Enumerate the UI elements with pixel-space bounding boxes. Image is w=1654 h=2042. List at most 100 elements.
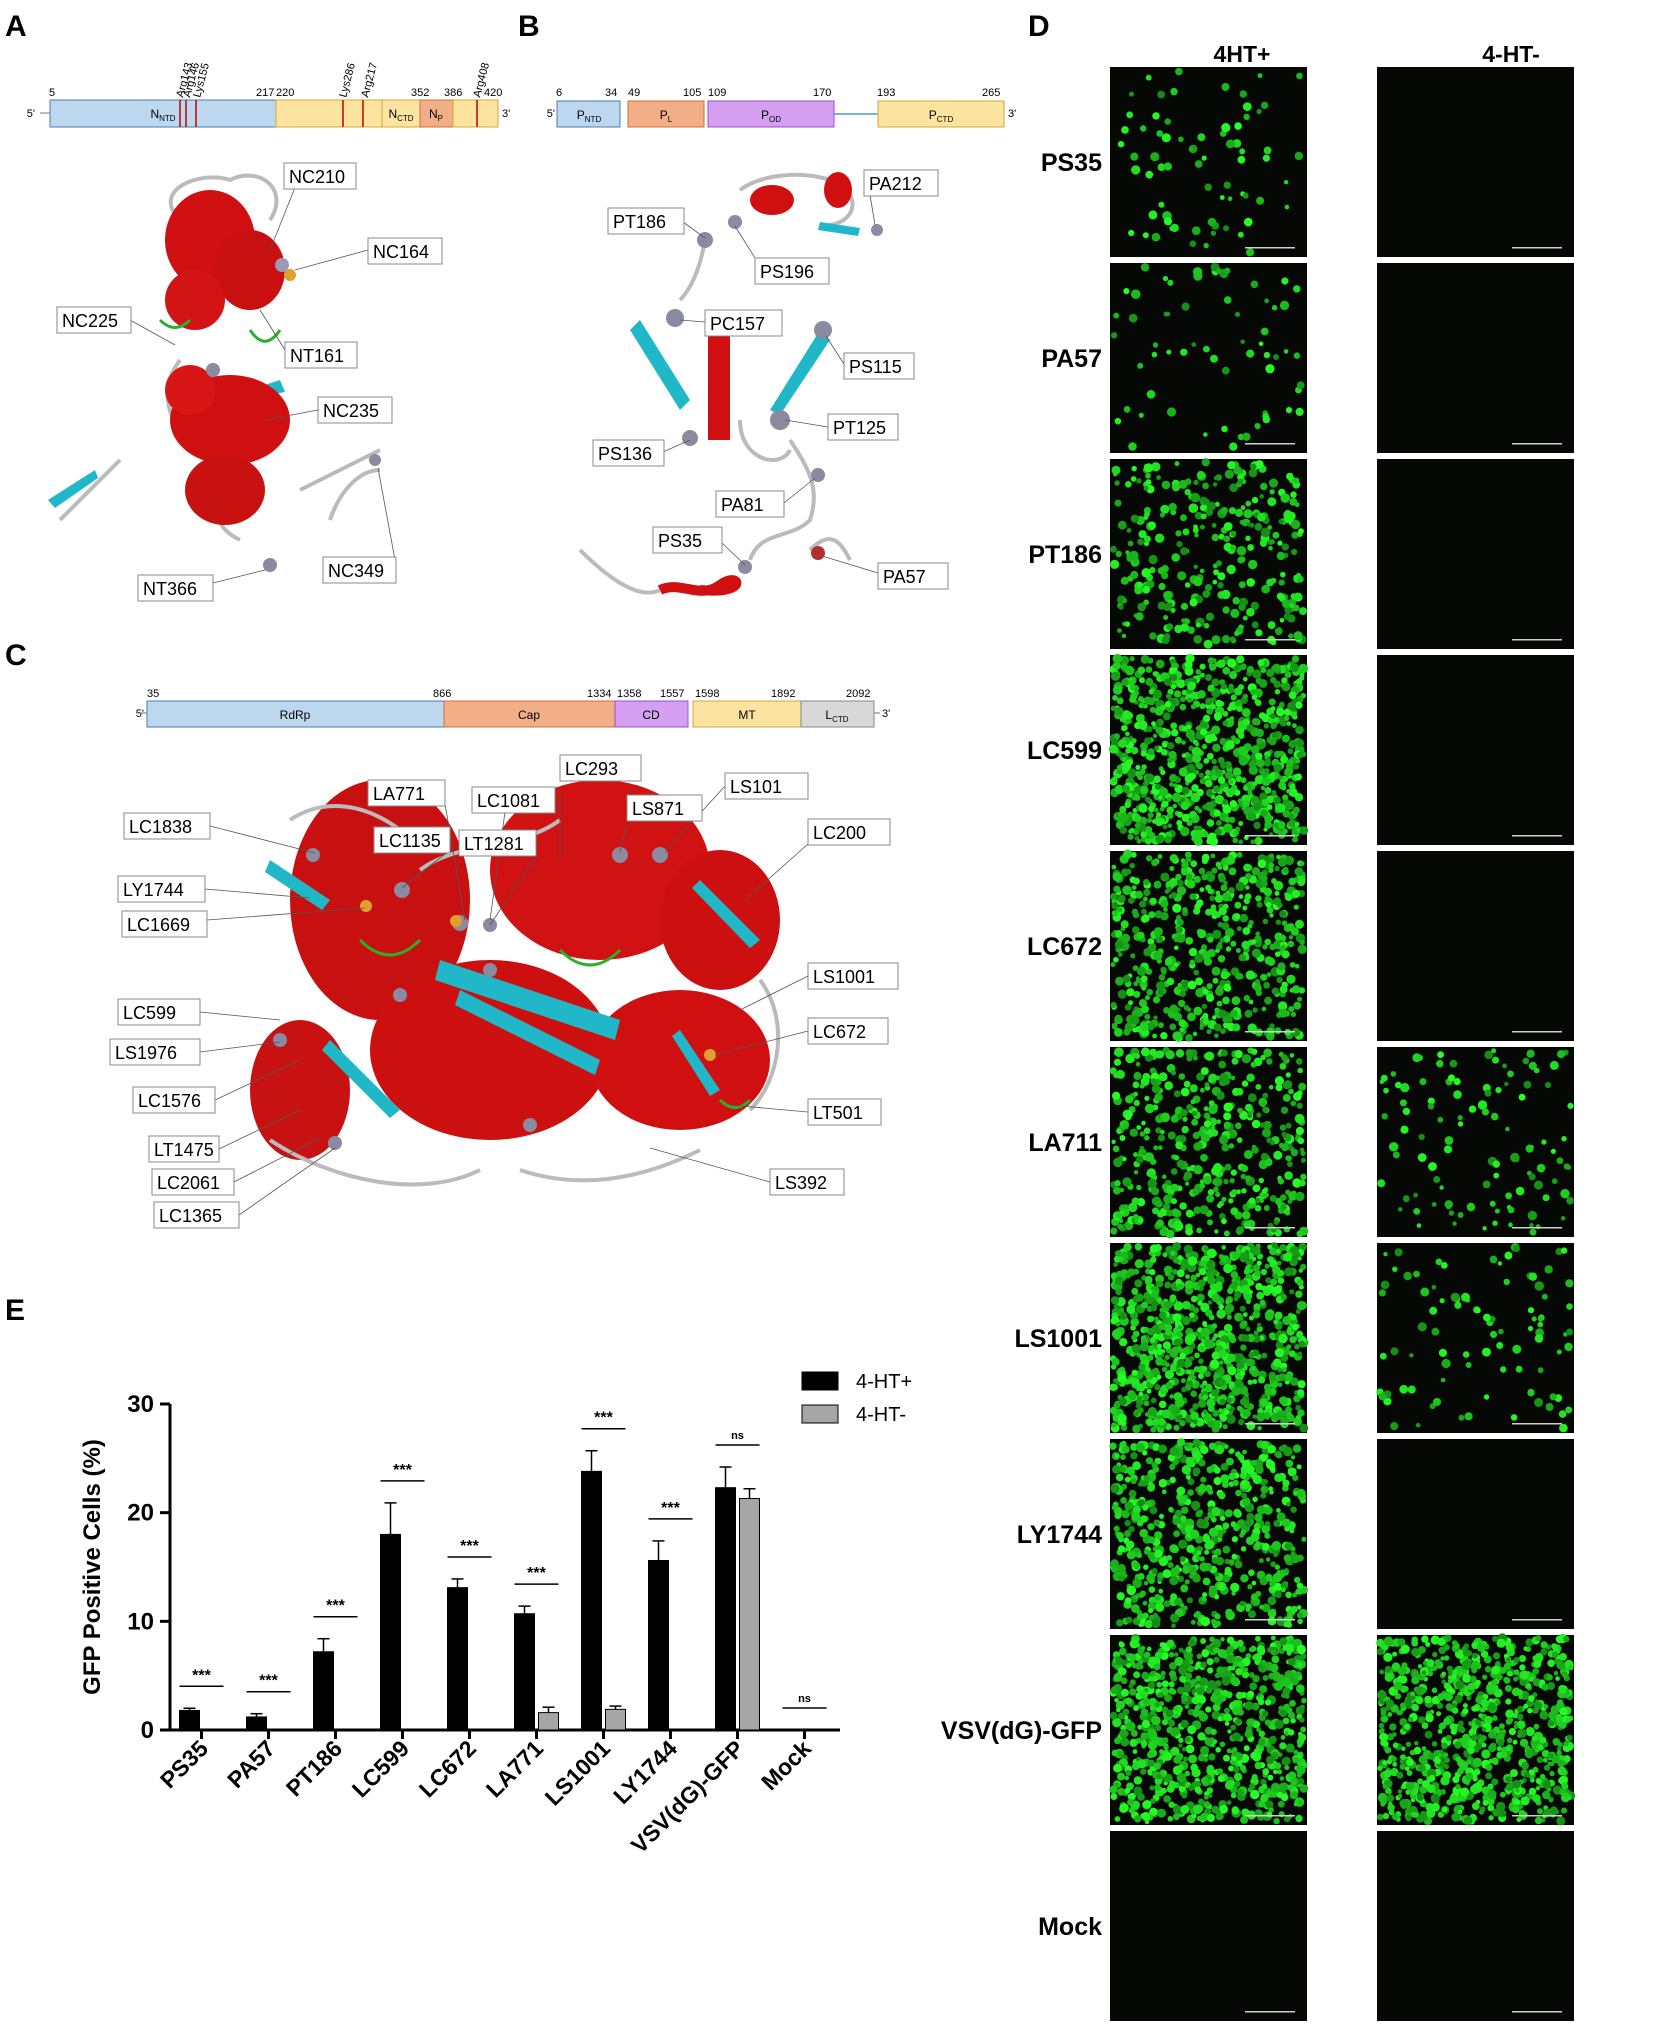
micrograph-tile: [1110, 849, 1307, 1042]
y-axis-label: GFP Positive Cells (%): [79, 1439, 106, 1695]
callout-label: PS35: [658, 531, 702, 551]
x-tick-label: PT186: [281, 1735, 347, 1801]
callout-label: LS1976: [115, 1043, 177, 1063]
callout-label: NC349: [328, 561, 384, 581]
domain-label: PCTD: [929, 108, 954, 124]
micrograph-tile: [1109, 1438, 1308, 1629]
micrograph-tile: [1376, 1242, 1574, 1433]
callout-label: LT1281: [464, 834, 524, 854]
micrograph-tile: [1377, 851, 1574, 1041]
bar-4ht-plus: [581, 1470, 602, 1731]
significance-label: ***: [460, 1538, 479, 1555]
callout-label: PT125: [833, 418, 886, 438]
x-tick-label: LA771: [481, 1735, 548, 1802]
callout-label: LC1081: [477, 791, 540, 811]
callout-label: LY1744: [123, 880, 184, 900]
micrograph-tile: [1110, 262, 1307, 453]
callout-label: PA81: [721, 495, 764, 515]
panel-c-callouts: LA771 LC1081 LC293 LS101 LC1838 LS871 LC…: [109, 754, 899, 1229]
legend-swatch: [801, 1371, 839, 1391]
callout-label: PS115: [849, 357, 902, 377]
x-tick-label: LS1001: [540, 1735, 615, 1810]
five-prime-end: 5': [27, 108, 35, 120]
row-label: LS1001: [1014, 1325, 1102, 1353]
row-label: VSV(dG)-GFP: [941, 1717, 1102, 1745]
micrograph-tile: [1377, 67, 1574, 257]
micrograph-tile: [1377, 1831, 1574, 2021]
x-tick-label: PA57: [222, 1735, 280, 1793]
domain-box-pntd: [556, 100, 621, 128]
significance-label: ***: [527, 1565, 546, 1582]
callout-label: LS871: [632, 799, 684, 819]
legend-label: 4-HT-: [856, 1404, 906, 1426]
panel-letter-b: B: [518, 10, 540, 43]
row-label: LY1744: [1017, 1521, 1102, 1549]
significance-label: ***: [259, 1673, 278, 1690]
panel-b-callouts: PA212 PT186 PS196 PC157 PS115 PT125 PS13…: [592, 169, 949, 590]
row-label: PS35: [1041, 149, 1102, 177]
row-label: LA711: [1028, 1129, 1102, 1157]
callout-label: NC225: [62, 311, 118, 331]
domain-box-ctail: [452, 99, 499, 128]
five-prime-end: 5': [547, 108, 555, 120]
pos-number: 193: [877, 87, 895, 99]
panel-e-bar-chart: 0 10 20 30 GFP Positive Cells (%) *** PS35 *** P…: [79, 1371, 912, 1858]
pos-number: 866: [433, 688, 451, 700]
pos-number: 170: [813, 87, 831, 99]
bar-4ht-minus: [605, 1708, 626, 1731]
callout-label: PA212: [869, 174, 922, 194]
y-tick-label: 10: [127, 1608, 154, 1635]
pos-number: 109: [708, 87, 726, 99]
callout-label: LT1475: [154, 1140, 214, 1160]
x-tick-label: Mock: [756, 1735, 816, 1795]
callout-label: LC672: [813, 1022, 866, 1042]
three-prime-end: 3': [502, 108, 510, 120]
micrograph-tile: [1109, 1634, 1309, 1825]
pos-number: 1892: [771, 688, 795, 700]
callout-label: NT366: [143, 579, 197, 599]
domain-label-nntd: NNTD: [150, 107, 175, 123]
x-tick-label: LC672: [414, 1735, 481, 1802]
callout-label: LC2061: [157, 1173, 220, 1193]
domain-box-np: [419, 99, 454, 128]
bar-4ht-plus: [179, 1709, 200, 1731]
domain-box-pctd: [877, 100, 1005, 128]
bar-4ht-plus: [313, 1651, 334, 1731]
micrograph-tile: [1110, 67, 1307, 257]
pos-number: 220: [276, 87, 294, 99]
row-label: Mock: [1038, 1913, 1102, 1941]
pos-number: 2092: [846, 688, 870, 700]
pos-number: 35: [147, 688, 159, 700]
callout-label: LA771: [373, 784, 425, 804]
callout-label: NC164: [373, 242, 429, 262]
pos-number: 1334: [587, 688, 611, 700]
bar-4ht-minus: [538, 1712, 559, 1731]
callout-label: NC210: [289, 167, 345, 187]
callout-label: LS1001: [813, 967, 875, 987]
significance-label: ***: [661, 1500, 680, 1517]
three-prime-end: 3': [882, 708, 890, 720]
pos-number: 1358: [617, 688, 641, 700]
significance-label: ns: [731, 1430, 744, 1442]
callout-label: LC599: [123, 1003, 176, 1023]
pos-number: 217: [256, 87, 274, 99]
micrograph-tile: [1377, 1047, 1574, 1237]
domain-label: CD: [642, 708, 660, 722]
micrograph-tile: [1377, 263, 1574, 453]
significance-label: ***: [393, 1462, 412, 1479]
domain-label: PNTD: [577, 108, 602, 124]
row-label: PA57: [1041, 345, 1102, 373]
callout-label: LC1576: [138, 1091, 201, 1111]
panel-letter-e: E: [5, 1294, 25, 1327]
panel-a-structure-illustration: [48, 173, 381, 572]
row-label: LC672: [1027, 933, 1102, 961]
micrograph-tile: [1109, 1242, 1309, 1434]
significance-label: ***: [594, 1410, 613, 1427]
pos-number: 420: [484, 87, 502, 99]
domain-box-linker: [275, 99, 383, 128]
callout-label: LC1669: [127, 915, 190, 935]
callout-label: PA57: [883, 567, 926, 587]
y-tick-label: 30: [127, 1391, 154, 1418]
micrograph-tile: [1109, 458, 1307, 649]
